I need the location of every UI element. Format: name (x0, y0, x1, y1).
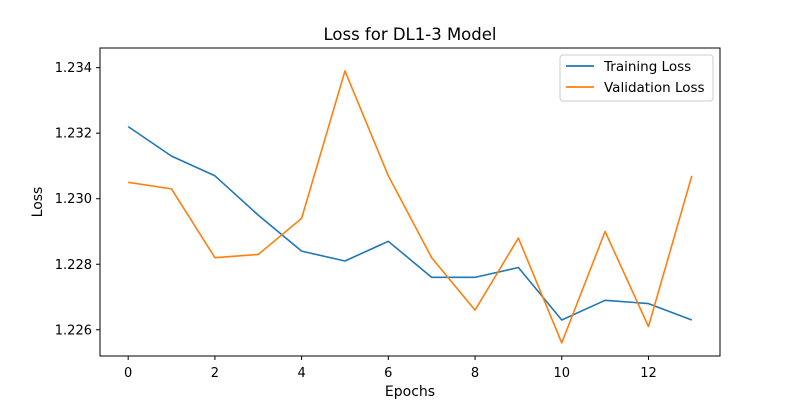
x-tick-label: 0 (124, 366, 132, 381)
training-loss-line (127, 125, 693, 321)
x-tick-label: 8 (471, 366, 479, 381)
x-axis: 0 2 4 6 8 10 12 (124, 356, 657, 381)
series-layer (127, 70, 693, 344)
plot-area (99, 47, 721, 357)
y-tick-label: 1.234 (55, 61, 92, 76)
x-tick-label: 4 (297, 366, 305, 381)
x-tick-label: 12 (640, 366, 657, 381)
y-tick-label: 1.232 (55, 127, 92, 142)
validation-loss-legend-label: Validation Loss (604, 80, 705, 96)
y-tick-label: 1.226 (55, 323, 92, 338)
y-tick-label: 1.230 (55, 192, 92, 207)
x-tick-label: 2 (211, 366, 219, 381)
legend: Training Loss Validation Loss (559, 54, 714, 102)
validation-loss-line (128, 70, 693, 344)
x-tick-label: 10 (553, 366, 570, 381)
chart-title: Loss for DL1-3 Model (323, 25, 496, 44)
x-tick-label: 6 (384, 366, 392, 381)
plot-frame (99, 47, 721, 357)
y-axis: 1.226 1.228 1.230 1.232 1.234 (55, 61, 100, 338)
y-axis-label: Loss (30, 187, 46, 218)
training-loss-legend-label: Training Loss (603, 59, 691, 75)
legend-box (559, 54, 714, 102)
y-tick-label: 1.228 (55, 258, 92, 273)
x-axis-label: Epochs (385, 384, 435, 400)
